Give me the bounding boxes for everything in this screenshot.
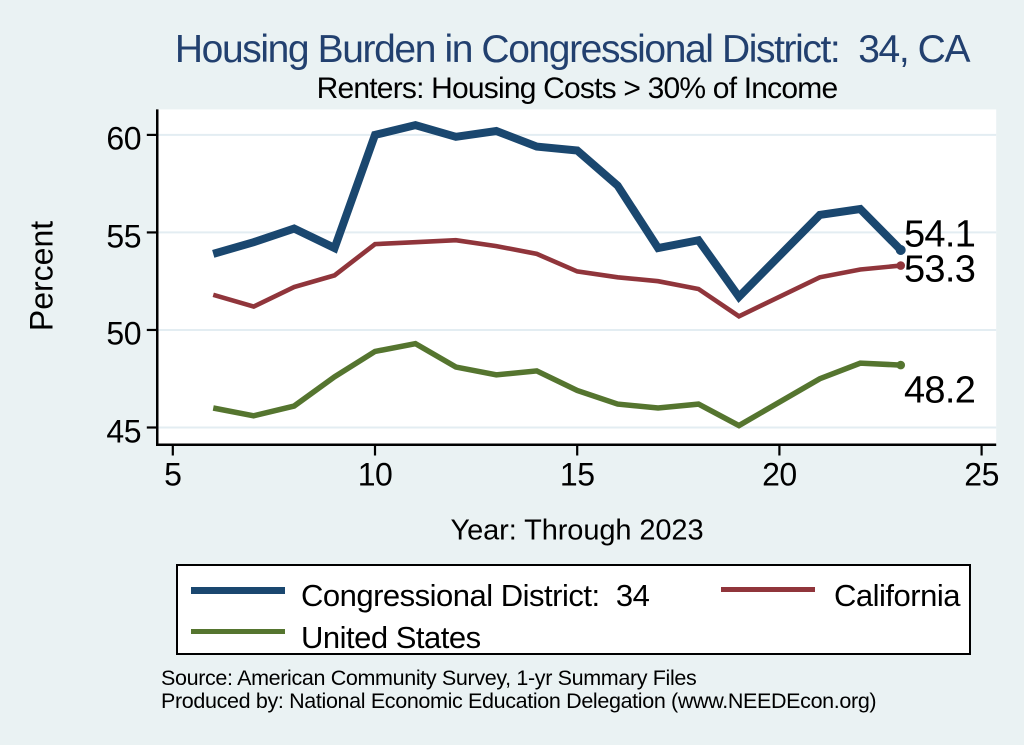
end-dot-us xyxy=(896,360,906,370)
x-tick-label-5: 5 xyxy=(164,456,182,492)
legend-label-us: United States xyxy=(301,620,481,656)
legend-label-district: Congressional District: 34 xyxy=(301,578,650,614)
legend-swatch-california xyxy=(721,587,815,592)
chart-title: Housing Burden in Congressional District… xyxy=(174,28,971,71)
chart-subtitle: Renters: Housing Costs > 30% of Income xyxy=(316,72,839,105)
legend: Congressional District: 34 California Un… xyxy=(176,564,971,655)
legend-swatch-us xyxy=(191,628,285,635)
x-tick-label-10: 10 xyxy=(357,456,393,492)
legend-swatch-district xyxy=(191,586,285,594)
plot-area xyxy=(156,109,997,447)
x-tick-label-25: 25 xyxy=(964,456,999,492)
y-axis-title: Percent xyxy=(23,220,60,332)
y-tick-label-50: 50 xyxy=(106,315,141,352)
source-notes: Source: American Community Survey, 1-yr … xyxy=(161,666,877,713)
x-tick-label-15: 15 xyxy=(559,456,595,492)
end-dot-district xyxy=(895,244,906,255)
source-note-line2: Produced by: National Economic Education… xyxy=(161,689,877,713)
source-note-line1: Source: American Community Survey, 1-yr … xyxy=(161,666,697,690)
end-label-district: 54.1 xyxy=(904,213,976,255)
y-tick-label-45: 45 xyxy=(106,413,141,450)
series-line-district xyxy=(212,121,904,304)
y-tick-label-55: 55 xyxy=(106,218,141,255)
series-line-us xyxy=(212,340,901,429)
x-tick-label-20: 20 xyxy=(762,456,797,492)
legend-label-california: California xyxy=(834,578,960,614)
end-dot-california xyxy=(896,261,906,270)
x-axis-title: Year: Through 2023 xyxy=(450,514,704,547)
end-label-us: 48.2 xyxy=(904,369,976,412)
series-line-california xyxy=(212,237,901,319)
y-tick-label-60: 60 xyxy=(106,120,141,157)
end-label-california: 53.3 xyxy=(904,248,976,291)
